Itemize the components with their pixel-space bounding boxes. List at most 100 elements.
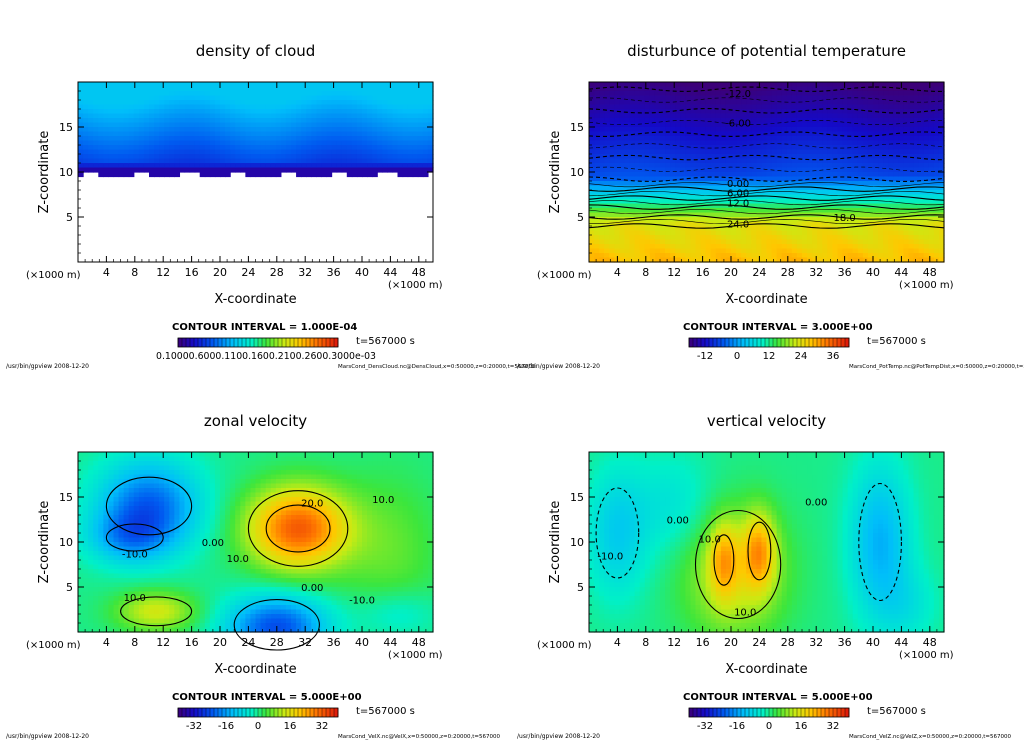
heatmap-cell (174, 131, 181, 137)
contour-interval: CONTOUR INTERVAL = 1.000E-04 (172, 322, 357, 333)
heatmap-cell (918, 127, 925, 133)
heatmap-cell (857, 104, 864, 110)
heatmap-cell (427, 154, 434, 160)
heatmap-cell (164, 172, 170, 178)
heatmap-cell (776, 131, 783, 137)
heatmap-cell (873, 212, 879, 218)
heatmap-cell (654, 154, 661, 160)
heatmap-cell (311, 127, 317, 133)
heatmap-cell (660, 104, 666, 110)
heatmap-cell (827, 239, 834, 245)
heatmap-cell (346, 131, 353, 137)
heatmap-cell (220, 82, 226, 88)
heatmap-cell (660, 113, 666, 119)
heatmap-cell (791, 86, 798, 92)
heatmap-cell (832, 208, 839, 214)
heatmap-cell (878, 145, 884, 151)
heatmap-cell (847, 172, 854, 178)
heatmap-cell (604, 127, 610, 133)
heatmap-cell (807, 190, 813, 196)
heatmap-cell (873, 203, 879, 209)
heatmap-cell (837, 109, 844, 115)
heatmap-cell (867, 136, 874, 142)
heatmap-cell (665, 208, 671, 214)
heatmap-cell (341, 158, 348, 164)
heatmap-cell (933, 248, 940, 254)
heatmap-cell (923, 127, 930, 133)
heatmap-cell (725, 221, 732, 227)
heatmap-cell (654, 136, 661, 142)
heatmap-cell (285, 154, 292, 160)
heatmap-cell (923, 235, 930, 241)
heatmap-cell (802, 230, 808, 236)
heatmap-cell (83, 100, 89, 106)
heatmap-cell (862, 239, 869, 245)
heatmap-cell (725, 82, 732, 88)
heatmap-cell (387, 158, 394, 164)
heatmap-cell (751, 122, 757, 128)
heatmap-cell (675, 131, 681, 137)
heatmap-cell (705, 113, 712, 119)
heatmap-cell (78, 492, 84, 498)
heatmap-cell (913, 91, 920, 97)
heatmap-cell (852, 176, 859, 182)
heatmap-cell (736, 154, 742, 160)
heatmap-cell (873, 190, 879, 196)
heatmap-cell (296, 100, 302, 106)
heatmap-cell (412, 158, 419, 164)
heatmap-cell (624, 194, 631, 200)
heatmap-cell (766, 86, 773, 92)
heatmap-cell (98, 546, 104, 552)
heatmap-cell (351, 82, 358, 88)
heatmap-cell (382, 104, 388, 110)
heatmap-cell (306, 113, 312, 119)
heatmap-cell (98, 470, 104, 476)
heatmap-cell (771, 158, 778, 164)
heatmap-cell (78, 596, 84, 602)
heatmap-cell (341, 149, 348, 155)
heatmap-cell (108, 560, 115, 566)
heatmap-cell (878, 230, 884, 236)
heatmap-cell (690, 208, 697, 214)
heatmap-cell (649, 199, 656, 205)
heatmap-cell (407, 122, 414, 128)
heatmap-cell (736, 257, 742, 263)
heatmap-cell (270, 100, 277, 106)
heatmap-cell (812, 163, 818, 169)
heatmap-cell (331, 100, 338, 106)
heatmap-cell (316, 91, 323, 97)
heatmap-cell (250, 172, 257, 178)
heatmap-cell (766, 194, 773, 200)
heatmap-cell (847, 113, 854, 119)
heatmap-cell (680, 109, 686, 115)
heatmap-cell (356, 127, 363, 133)
heatmap-cell (908, 82, 915, 88)
heatmap-cell (933, 239, 940, 245)
colorbar-swatch (781, 338, 786, 347)
heatmap-cell (392, 167, 399, 173)
heatmap-cell (736, 91, 742, 97)
heatmap-cell (720, 176, 727, 182)
heatmap-cell (194, 158, 201, 164)
heatmap-cell (827, 122, 834, 128)
heatmap-cell (867, 257, 874, 263)
heatmap-cell (78, 465, 84, 471)
heatmap-cell (690, 253, 697, 259)
heatmap-cell (862, 172, 869, 178)
heatmap-cell (842, 221, 849, 227)
heatmap-cell (387, 131, 394, 137)
heatmap-cell (93, 600, 99, 606)
heatmap-cell (832, 113, 839, 119)
heatmap-cell (78, 145, 84, 151)
heatmap-cell (341, 122, 348, 128)
heatmap-cell (387, 127, 394, 133)
heatmap-cell (609, 212, 615, 218)
heatmap-cell (609, 127, 615, 133)
heatmap-cell (670, 149, 676, 155)
heatmap-cell (220, 163, 226, 169)
heatmap-cell (700, 172, 707, 178)
heatmap-cell (842, 118, 849, 124)
heatmap-cell (675, 221, 681, 227)
heatmap-cell (301, 149, 307, 155)
heatmap-cell (159, 131, 165, 137)
